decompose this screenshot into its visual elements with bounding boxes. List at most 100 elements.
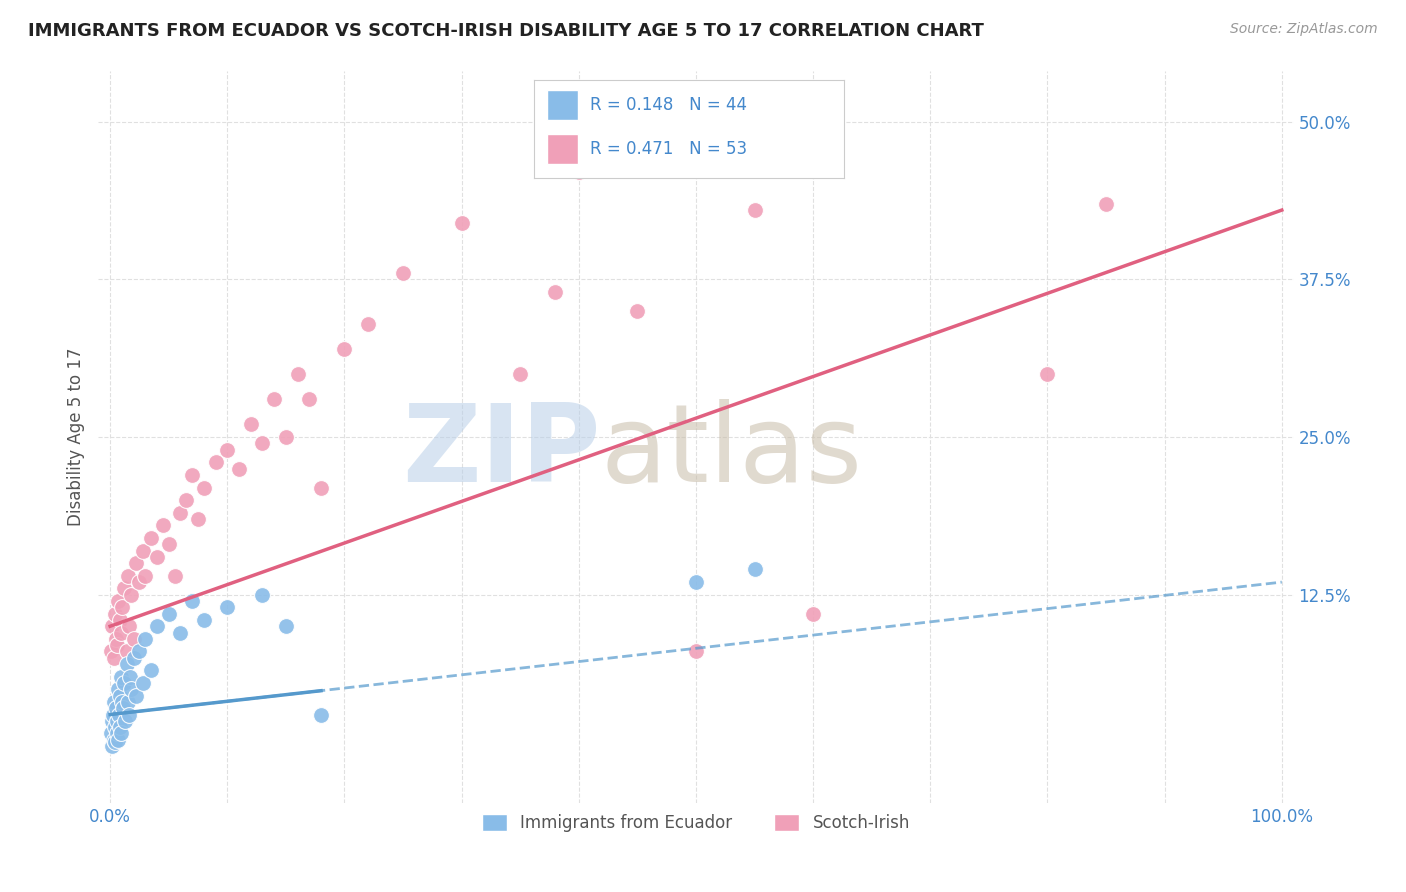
Text: ZIP: ZIP	[402, 399, 600, 505]
Point	[112, 676, 135, 690]
Point	[105, 726, 128, 740]
Point	[122, 650, 145, 665]
Point	[104, 720, 127, 734]
Point	[120, 588, 142, 602]
Text: R = 0.148   N = 44: R = 0.148 N = 44	[591, 95, 747, 114]
Point	[141, 531, 163, 545]
Point	[110, 726, 132, 740]
Point	[169, 506, 191, 520]
Point	[115, 644, 138, 658]
Text: R = 0.471   N = 53: R = 0.471 N = 53	[591, 140, 747, 158]
Point	[169, 625, 191, 640]
Point	[108, 613, 131, 627]
Point	[309, 481, 332, 495]
Point	[744, 562, 766, 576]
Point	[101, 707, 124, 722]
Legend: Immigrants from Ecuador, Scotch-Irish: Immigrants from Ecuador, Scotch-Irish	[475, 807, 917, 838]
Point	[274, 430, 297, 444]
Point	[125, 556, 148, 570]
Point	[217, 442, 239, 457]
Point	[132, 676, 155, 690]
Point	[568, 165, 591, 179]
Point	[174, 493, 197, 508]
Point	[134, 632, 156, 646]
Point	[509, 367, 531, 381]
Point	[1036, 367, 1059, 381]
Point	[118, 619, 141, 633]
Point	[544, 285, 567, 299]
Point	[181, 467, 204, 482]
Point	[217, 600, 239, 615]
Point	[181, 594, 204, 608]
Point	[128, 575, 150, 590]
Point	[107, 732, 129, 747]
Point	[112, 701, 135, 715]
Point	[120, 682, 142, 697]
Point	[298, 392, 321, 407]
Bar	[547, 90, 578, 120]
Point	[626, 304, 648, 318]
Point	[1095, 196, 1118, 211]
Point	[110, 625, 132, 640]
Point	[333, 342, 356, 356]
Point	[128, 644, 150, 658]
Point	[107, 682, 129, 697]
Point	[187, 512, 209, 526]
Point	[263, 392, 285, 407]
Point	[685, 644, 707, 658]
Point	[105, 701, 128, 715]
Point	[132, 543, 155, 558]
Point	[108, 707, 131, 722]
Point	[111, 600, 134, 615]
Bar	[547, 134, 578, 164]
Text: Source: ZipAtlas.com: Source: ZipAtlas.com	[1230, 22, 1378, 37]
Point	[252, 588, 274, 602]
Point	[157, 607, 180, 621]
Point	[105, 714, 128, 728]
Point	[239, 417, 262, 432]
Text: atlas: atlas	[600, 399, 862, 505]
Point	[228, 461, 250, 475]
Point	[125, 689, 148, 703]
Point	[122, 632, 145, 646]
Point	[287, 367, 309, 381]
Point	[101, 739, 124, 753]
Point	[110, 670, 132, 684]
Point	[157, 537, 180, 551]
Point	[134, 569, 156, 583]
Point	[685, 575, 707, 590]
Point	[120, 670, 141, 684]
Point	[103, 650, 125, 665]
Point	[744, 203, 766, 218]
Point	[107, 594, 129, 608]
Point	[114, 714, 136, 728]
Point	[117, 569, 139, 583]
Point	[141, 664, 163, 678]
Point	[117, 695, 139, 709]
Point	[101, 714, 124, 728]
Point	[163, 569, 186, 583]
Point	[105, 638, 128, 652]
Point	[204, 455, 226, 469]
Point	[105, 632, 128, 646]
Point	[115, 657, 138, 671]
Point	[100, 644, 122, 658]
Point	[111, 695, 134, 709]
Point	[146, 619, 169, 633]
Point	[193, 481, 215, 495]
Point	[801, 607, 824, 621]
Point	[103, 695, 125, 709]
Y-axis label: Disability Age 5 to 17: Disability Age 5 to 17	[66, 348, 84, 526]
Point	[450, 216, 472, 230]
Point	[309, 707, 332, 722]
Point	[108, 720, 131, 734]
Point	[100, 726, 122, 740]
Point	[252, 436, 274, 450]
Point	[101, 619, 124, 633]
Point	[112, 582, 135, 596]
Point	[146, 549, 169, 564]
Text: IMMIGRANTS FROM ECUADOR VS SCOTCH-IRISH DISABILITY AGE 5 TO 17 CORRELATION CHART: IMMIGRANTS FROM ECUADOR VS SCOTCH-IRISH …	[28, 22, 984, 40]
Point	[103, 732, 125, 747]
Point	[274, 619, 297, 633]
Point	[392, 266, 415, 280]
